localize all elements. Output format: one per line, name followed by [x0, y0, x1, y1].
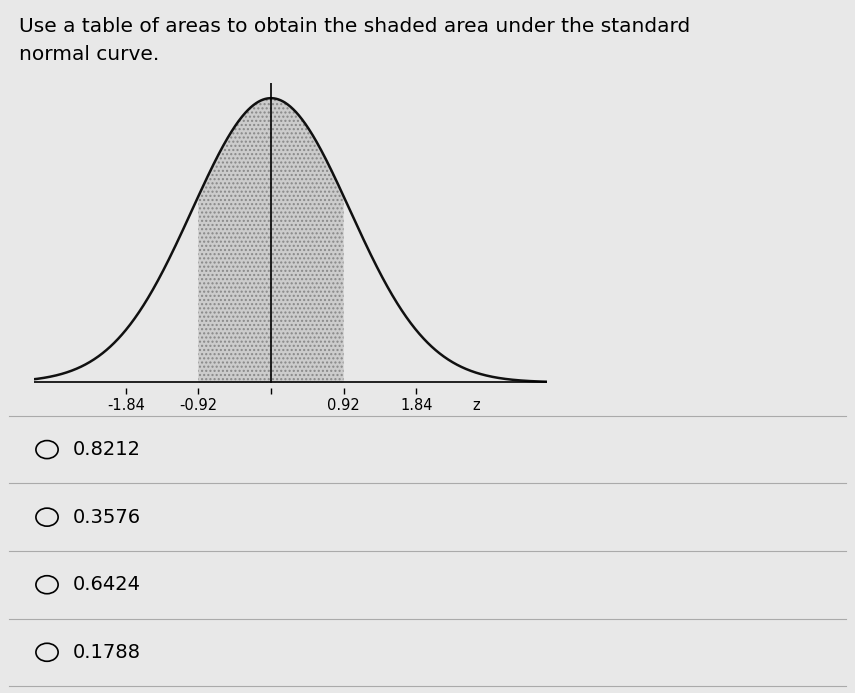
Text: Use a table of areas to obtain the shaded area under the standard: Use a table of areas to obtain the shade…: [19, 17, 690, 36]
Text: 0.8212: 0.8212: [73, 440, 141, 459]
Text: z: z: [472, 398, 480, 413]
Text: 0.6424: 0.6424: [73, 575, 141, 594]
Text: normal curve.: normal curve.: [19, 45, 159, 64]
Text: 0.3576: 0.3576: [73, 508, 141, 527]
Text: 0.1788: 0.1788: [73, 643, 141, 662]
